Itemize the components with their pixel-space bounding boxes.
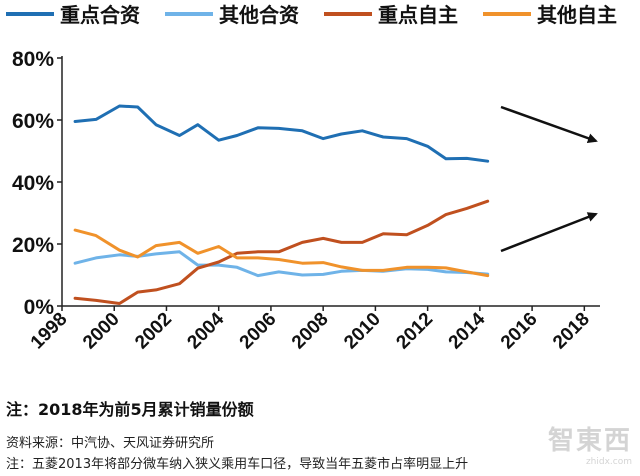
watermark-sub: zhidx.com: [585, 457, 632, 467]
y-tick-label: 80%: [12, 48, 54, 71]
legend-item: 其他合资: [165, 3, 299, 27]
y-tick-label: 20%: [12, 234, 54, 257]
legend-label: 重点自主: [378, 3, 458, 27]
x-tick-label: 2010: [340, 309, 385, 354]
x-tick-label: 2002: [131, 309, 176, 354]
series-line-其他自主: [73, 228, 490, 278]
legend-label: 其他合资: [219, 3, 299, 27]
down-trend-arrow: [500, 105, 598, 144]
source-note: 资料来源：中汽协、天风证券研究所: [6, 436, 215, 451]
watermark-text: 智東西: [547, 426, 632, 456]
x-tick-label: 2008: [288, 309, 333, 354]
legend-label: 其他自主: [537, 3, 617, 27]
series-line-重点自主: [73, 199, 490, 305]
y-tick-label: 0%: [24, 296, 55, 319]
x-tick-label: 2006: [236, 309, 281, 354]
x-tick-label: 2012: [392, 309, 437, 354]
legend-label: 重点合资: [60, 3, 140, 27]
legend-item: 重点合资: [6, 3, 140, 27]
x-tick-label: 2004: [183, 308, 228, 353]
series-line-其他合资: [73, 250, 490, 278]
y-axis: 0% 20% 40% 60% 80%: [12, 48, 63, 319]
legend-item: 重点自主: [324, 3, 458, 27]
x-tick-label: 2016: [497, 309, 542, 354]
series-layer: [73, 104, 490, 305]
y-tick-label: 60%: [12, 110, 54, 133]
y-tick-label: 40%: [12, 172, 54, 195]
footnote-extra: 注：五菱2013年将部分微车纳入狭义乘用车口径，导致当年五菱市占率明显上升: [6, 457, 469, 472]
trend-arrows: [500, 105, 598, 253]
legend-item: 其他自主: [483, 3, 617, 27]
x-tick-label: 2018: [549, 309, 594, 354]
footnote-main: 注：2018年为前5月累计销量份额: [6, 400, 254, 419]
chart-legend: 重点合资 其他合资 重点自主 其他自主: [6, 3, 617, 27]
watermark-logo: 智東西 zhidx.com: [548, 420, 632, 467]
x-tick-label: 2000: [79, 309, 124, 354]
x-axis: 1998 2000 2002 2004 2006 2008 2010 2012 2014 2016…: [27, 305, 600, 354]
line-chart: 重点合资 其他合资 重点自主 其他自主 0% 20% 40% 60% 80% 1998 2000…: [6, 3, 617, 354]
x-tick-label: 2014: [445, 308, 490, 353]
up-trend-arrow: [500, 212, 598, 253]
series-line-重点合资: [73, 104, 490, 163]
